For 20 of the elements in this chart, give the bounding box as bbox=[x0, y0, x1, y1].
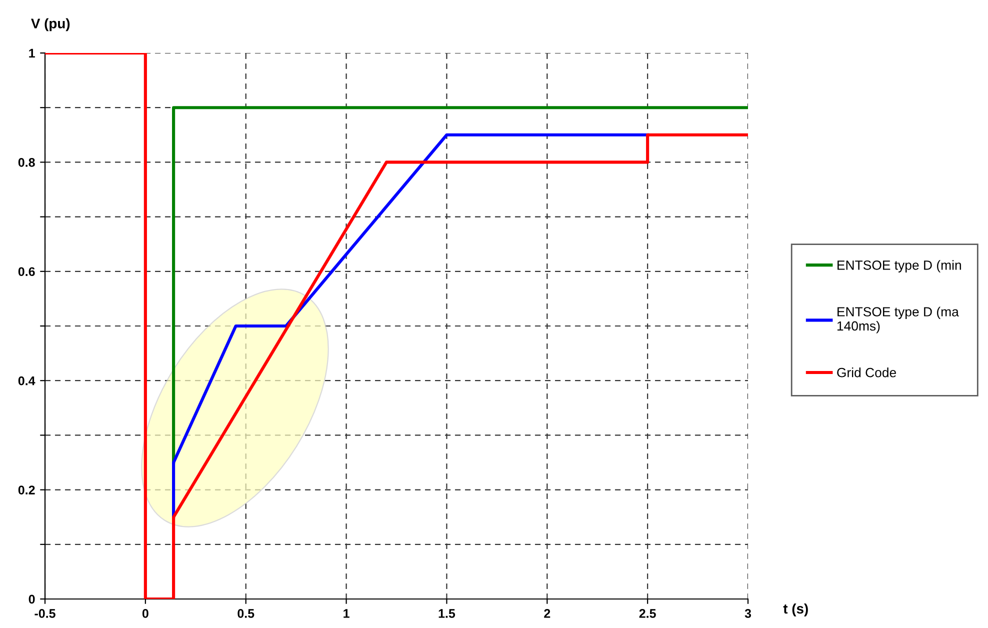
line-series bbox=[172, 133, 650, 519]
x-tick-label: 3 bbox=[744, 609, 752, 618]
x-tick-label: 0 bbox=[142, 609, 148, 618]
y-tick-label: 0.4 bbox=[18, 376, 36, 386]
x-tick-label: 1 bbox=[344, 609, 350, 618]
legend-label: ENTSOE type D (min bbox=[838, 260, 961, 272]
x-tick-label: 1.5 bbox=[438, 609, 456, 618]
x-tick-label: 2 bbox=[544, 609, 550, 618]
legend-label: ENTSOE type D (ma 140ms) bbox=[837, 306, 959, 334]
x-axis-title: t (s) bbox=[783, 603, 808, 616]
legend-label: Grid Code bbox=[837, 368, 896, 378]
y-tick-label: 0.2 bbox=[18, 486, 35, 494]
y-tick-label: 1 bbox=[29, 48, 35, 58]
x-tick-label: 0.5 bbox=[238, 609, 254, 618]
x-tick-label: 2.5 bbox=[639, 609, 656, 618]
x-tick-label: -0.5 bbox=[34, 609, 56, 618]
y-tick-label: 0.6 bbox=[18, 267, 35, 276]
y-axis-title: V (pu) bbox=[31, 18, 70, 32]
y-tick-label: 0 bbox=[28, 594, 35, 604]
y-tick-label: 0.8 bbox=[18, 158, 35, 167]
